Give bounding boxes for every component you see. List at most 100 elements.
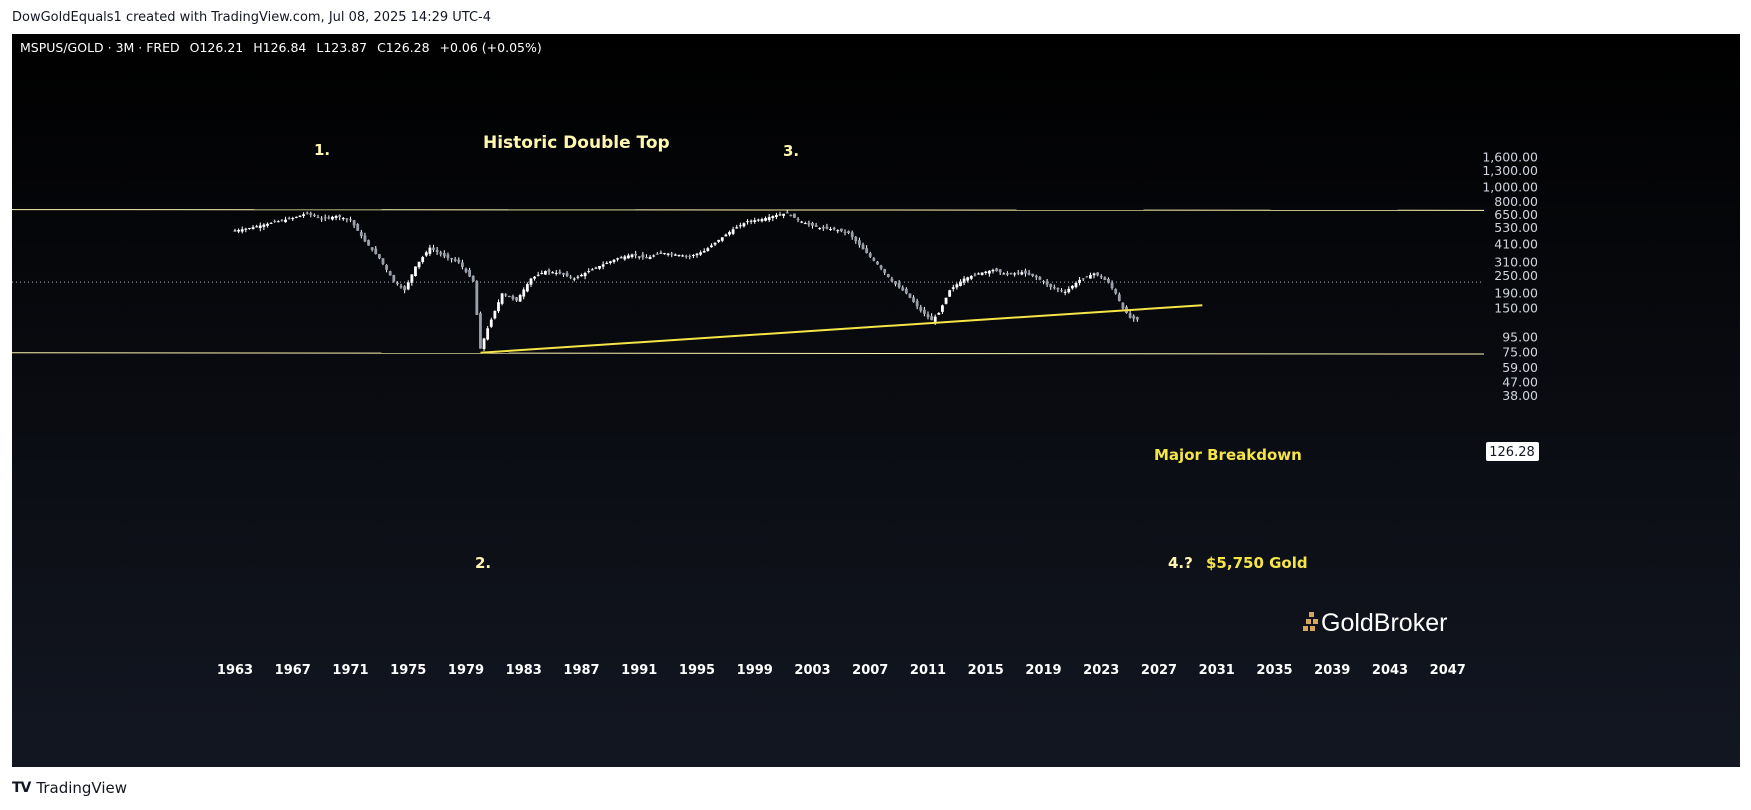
candle-body xyxy=(316,217,320,219)
candle-body xyxy=(1049,283,1053,288)
candle-body xyxy=(959,281,962,286)
candle-body xyxy=(266,223,269,226)
candle-body xyxy=(576,276,580,278)
candle-body xyxy=(1074,282,1078,288)
candle-body xyxy=(778,214,782,216)
price-axis[interactable]: 1,600.001,300.00 1,000.00800.00650.00530.… xyxy=(1482,150,1538,403)
candle-body xyxy=(291,218,295,220)
candle-body xyxy=(785,212,789,214)
candle-body xyxy=(818,228,822,230)
candle-body xyxy=(583,272,587,277)
x-tick-label: 2027 xyxy=(1141,663,1177,678)
time-axis[interactable]: 1963 1967 1971 1975 1979 1983 1987 1991 1995 1999… xyxy=(217,663,1466,678)
candle-body xyxy=(580,274,583,277)
candle-body xyxy=(587,271,591,273)
candle-body xyxy=(507,295,511,298)
candle-body xyxy=(753,220,757,222)
candle-series xyxy=(233,210,1139,352)
chart-svg[interactable]: 1,600.001,300.00 1,000.00800.00650.00530.… xyxy=(12,34,1740,767)
candle-body xyxy=(280,220,284,222)
candle-body xyxy=(1089,275,1092,279)
gold-bars-icon xyxy=(1303,612,1318,631)
watermark-text: GoldBroker xyxy=(1321,609,1447,637)
legend-high-value: 126.84 xyxy=(263,40,307,55)
candle-body xyxy=(287,218,291,220)
legend-open-value: 126.21 xyxy=(199,40,243,55)
candle-body xyxy=(966,277,970,281)
candle-body xyxy=(540,272,544,274)
candle-body xyxy=(1031,273,1035,277)
annotation-4: 4.? xyxy=(1168,554,1193,572)
candle-body xyxy=(1135,317,1139,320)
candle-body xyxy=(1045,281,1049,285)
candle-body xyxy=(688,256,692,258)
candle-body xyxy=(670,253,674,255)
annotation-1: 1. xyxy=(314,141,330,159)
candle-body xyxy=(457,259,461,263)
candle-body xyxy=(248,228,251,230)
candle-body xyxy=(547,270,551,272)
candle-body xyxy=(627,255,630,259)
candle-body xyxy=(486,328,490,340)
tradingview-footer[interactable]: TV TradingView xyxy=(12,778,127,798)
candle-body xyxy=(255,226,259,228)
candle-body xyxy=(1085,276,1089,278)
candle-body xyxy=(237,229,241,232)
candle-body xyxy=(933,316,937,322)
candle-body xyxy=(984,271,988,273)
candle-body xyxy=(854,236,858,242)
candle-body xyxy=(572,278,576,280)
candle-body xyxy=(717,239,721,242)
candle-body xyxy=(388,271,392,276)
candle-body xyxy=(695,253,699,256)
candle-body xyxy=(836,230,840,232)
annotation-breakdown: Major Breakdown xyxy=(1154,446,1302,464)
candle-body xyxy=(1132,315,1136,319)
x-tick-label: 2023 xyxy=(1083,663,1119,678)
candle-body xyxy=(533,276,536,279)
candle-body xyxy=(1038,277,1042,280)
candle-body xyxy=(771,216,775,219)
candle-body xyxy=(1117,294,1121,302)
drawing-lines[interactable] xyxy=(12,209,1485,355)
legend-close-value: 126.28 xyxy=(386,40,430,55)
candle-body xyxy=(749,220,753,222)
candle-body xyxy=(428,247,432,254)
candle-body xyxy=(637,256,641,258)
x-tick-label: 1987 xyxy=(563,663,599,678)
candle-body xyxy=(775,215,778,218)
support-line[interactable] xyxy=(12,352,1485,355)
candle-body xyxy=(551,272,555,274)
candle-body xyxy=(829,228,832,230)
candle-body xyxy=(298,215,302,218)
candle-body xyxy=(800,221,804,223)
candle-body xyxy=(803,223,807,225)
candle-body xyxy=(417,261,421,268)
candle-body xyxy=(1006,273,1009,275)
legend-close-label: C xyxy=(377,40,386,55)
chart-panel[interactable]: 1,600.00 1,300.00 1,000.00 800.00 650.00 530.… xyxy=(12,34,1740,767)
resistance-line[interactable] xyxy=(12,209,1485,211)
candle-body xyxy=(645,257,648,259)
candle-body xyxy=(403,286,407,291)
candle-body xyxy=(313,214,316,217)
candle-body xyxy=(616,258,619,260)
candle-body xyxy=(1110,282,1114,289)
candle-body xyxy=(294,216,298,218)
candle-body xyxy=(352,220,356,226)
candle-body xyxy=(320,218,324,220)
y-tick-label: 250.00 xyxy=(1494,268,1538,283)
x-tick-label: 2035 xyxy=(1256,663,1292,678)
candle-body xyxy=(995,268,998,272)
candle-body xyxy=(442,253,446,257)
candle-body xyxy=(475,281,479,315)
candle-body xyxy=(349,219,352,221)
x-tick-label: 1963 xyxy=(217,663,253,678)
goldbroker-watermark: GoldBroker xyxy=(1303,609,1447,637)
rising-trendline[interactable] xyxy=(480,304,1203,354)
candle-body xyxy=(760,219,764,222)
candle-body xyxy=(601,264,605,267)
candle-body xyxy=(544,271,547,275)
y-tick-label: 47.00 xyxy=(1502,375,1538,390)
candle-body xyxy=(706,248,710,252)
